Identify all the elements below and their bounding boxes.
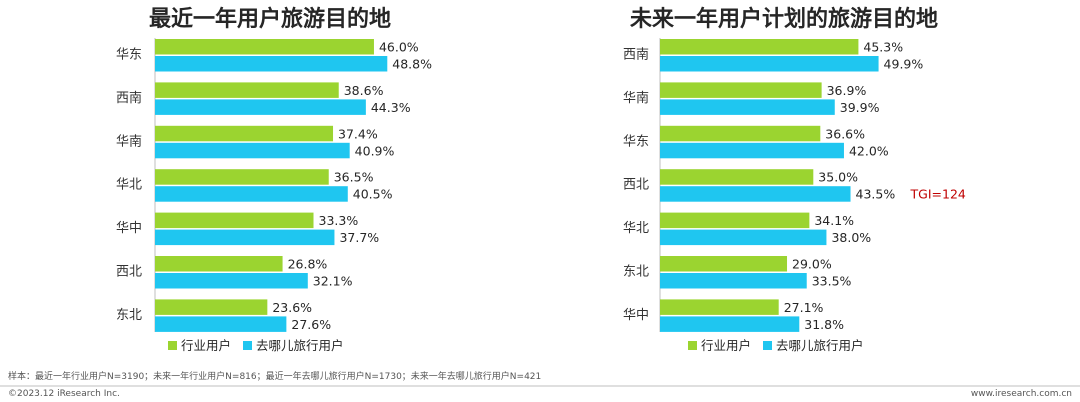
category-label: 华北 bbox=[116, 178, 142, 193]
chart-title: 未来一年用户计划的旅游目的地 bbox=[630, 6, 938, 32]
data-label: 44.3% bbox=[371, 100, 411, 115]
bar bbox=[155, 169, 329, 185]
data-label: 29.0% bbox=[792, 257, 832, 272]
bar bbox=[660, 125, 821, 142]
legend-label: 去哪儿旅行用户 bbox=[256, 338, 344, 353]
sample-note: 样本：最近一年行业用户N=3190；未来一年行业用户N=816；最近一年去哪儿旅… bbox=[8, 370, 541, 382]
category-label: 西南 bbox=[116, 90, 142, 106]
category-label: 华南 bbox=[116, 133, 142, 149]
bar bbox=[660, 212, 810, 229]
website-text: www.iresearch.com.cn bbox=[971, 389, 1072, 399]
bar bbox=[660, 273, 807, 289]
category-label: 华中 bbox=[623, 308, 649, 323]
data-label: 40.9% bbox=[355, 143, 395, 158]
bar bbox=[660, 256, 788, 272]
category-label: 西南 bbox=[623, 47, 649, 63]
data-label: 36.5% bbox=[334, 170, 374, 185]
data-label: 33.5% bbox=[812, 274, 852, 289]
bar bbox=[660, 316, 800, 332]
bar bbox=[660, 299, 779, 315]
data-label: 38.0% bbox=[831, 230, 871, 245]
data-label: 27.1% bbox=[784, 300, 824, 315]
data-label: 40.5% bbox=[353, 187, 393, 202]
bar bbox=[155, 186, 348, 202]
category-label: 东北 bbox=[623, 265, 649, 280]
category-label: 华东 bbox=[623, 134, 649, 149]
bar bbox=[155, 142, 350, 159]
data-label: 37.7% bbox=[339, 230, 379, 245]
data-label: 32.1% bbox=[313, 274, 353, 289]
bar bbox=[660, 39, 859, 55]
data-label: 37.4% bbox=[338, 126, 378, 141]
bar bbox=[660, 99, 835, 115]
data-label: 31.8% bbox=[804, 317, 844, 332]
data-label: 45.3% bbox=[863, 40, 903, 55]
category-label: 华南 bbox=[623, 90, 649, 106]
chart-title: 最近一年用户旅游目的地 bbox=[149, 6, 391, 32]
bar bbox=[155, 299, 268, 315]
bar bbox=[155, 125, 334, 142]
bar bbox=[660, 229, 827, 246]
legend-label: 去哪儿旅行用户 bbox=[776, 338, 864, 353]
bar bbox=[660, 186, 851, 202]
bar bbox=[155, 273, 308, 289]
legend-swatch bbox=[763, 341, 772, 350]
category-label: 华中 bbox=[116, 221, 142, 236]
data-label: 26.8% bbox=[288, 257, 328, 272]
copyright-text: ©2023.12 iResearch Inc. bbox=[8, 389, 120, 399]
bar bbox=[660, 142, 844, 159]
tgi-annotation: TGI=124 bbox=[910, 187, 966, 202]
legend-swatch bbox=[243, 341, 252, 350]
bar bbox=[660, 56, 879, 72]
data-label: 27.6% bbox=[291, 317, 331, 332]
bar bbox=[155, 39, 374, 55]
bar bbox=[155, 56, 388, 72]
data-label: 39.9% bbox=[840, 100, 880, 115]
bar bbox=[155, 212, 314, 229]
data-label: 48.8% bbox=[392, 57, 432, 72]
data-label: 43.5% bbox=[856, 187, 896, 202]
data-label: 49.9% bbox=[884, 57, 924, 72]
category-label: 华东 bbox=[116, 48, 142, 63]
data-label: 33.3% bbox=[319, 213, 359, 228]
bar bbox=[155, 82, 339, 98]
data-label: 23.6% bbox=[272, 300, 312, 315]
legend-label: 行业用户 bbox=[701, 338, 751, 353]
bar bbox=[155, 99, 366, 115]
category-label: 西北 bbox=[116, 265, 142, 280]
bar bbox=[155, 256, 283, 272]
data-label: 46.0% bbox=[379, 40, 419, 55]
bar bbox=[660, 82, 822, 98]
data-label: 35.0% bbox=[818, 170, 858, 185]
data-label: 36.6% bbox=[825, 126, 865, 141]
category-label: 华北 bbox=[623, 221, 649, 236]
bar bbox=[155, 316, 287, 332]
legend-label: 行业用户 bbox=[181, 338, 231, 353]
data-label: 38.6% bbox=[344, 83, 384, 98]
legend-swatch bbox=[168, 341, 177, 350]
bar bbox=[660, 169, 814, 185]
bar bbox=[155, 229, 335, 246]
data-label: 42.0% bbox=[849, 143, 889, 158]
category-label: 东北 bbox=[116, 308, 142, 323]
data-label: 34.1% bbox=[814, 213, 854, 228]
data-label: 36.9% bbox=[827, 83, 867, 98]
category-label: 西北 bbox=[623, 178, 649, 193]
legend-swatch bbox=[688, 341, 697, 350]
